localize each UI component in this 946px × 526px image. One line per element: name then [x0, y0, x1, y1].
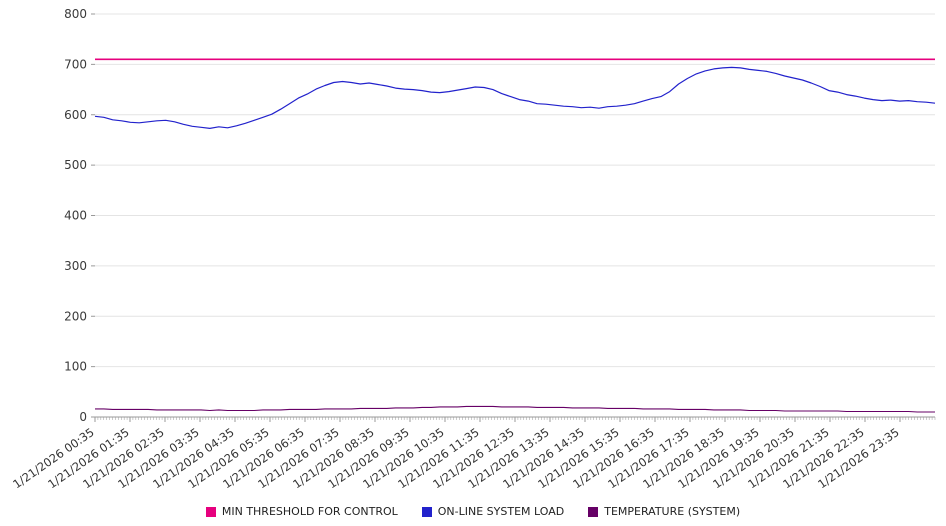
series-line-temperature: [95, 405, 935, 413]
min-threshold-swatch-icon: [205, 506, 216, 517]
temperature-swatch-icon: [588, 506, 599, 517]
y-gridlines: [95, 13, 935, 418]
series-line-system-load: [94, 66, 936, 129]
legend-label: TEMPERATURE (SYSTEM): [604, 505, 741, 518]
y-axis-tick-label: 500: [64, 158, 87, 172]
y-axis-tick-label: 0: [79, 410, 87, 424]
y-axis-tick-label: 800: [64, 7, 87, 21]
chart-legend: MIN THRESHOLD FOR CONTROL ON-LINE SYSTEM…: [0, 505, 946, 518]
y-axis-labels: 0 100 200 300 400 500 600 700 800: [64, 7, 95, 424]
legend-item-system-load[interactable]: ON-LINE SYSTEM LOAD: [421, 505, 565, 518]
legend-label: ON-LINE SYSTEM LOAD: [437, 505, 565, 518]
y-axis-tick-label: 400: [64, 209, 87, 223]
y-axis-tick-label: 100: [64, 360, 87, 374]
x-minor-ticks: [94, 417, 936, 420]
system-load-swatch-icon: [421, 506, 432, 517]
legend-item-min-threshold[interactable]: MIN THRESHOLD FOR CONTROL: [205, 505, 398, 518]
y-axis-tick-label: 300: [64, 259, 87, 273]
x-axis-labels: 1/21/2026 00:351/21/2026 01:351/21/2026 …: [10, 417, 902, 491]
y-axis-tick-label: 200: [64, 309, 87, 323]
y-axis-tick-label: 600: [64, 108, 87, 122]
y-axis-tick-label: 700: [64, 57, 87, 71]
legend-item-temperature[interactable]: TEMPERATURE (SYSTEM): [588, 505, 740, 518]
legend-label: MIN THRESHOLD FOR CONTROL: [221, 505, 398, 518]
load-chart: 0 100 200 300 400 500 600 700 800 1/21/2026 00:35…: [10, 7, 936, 491]
